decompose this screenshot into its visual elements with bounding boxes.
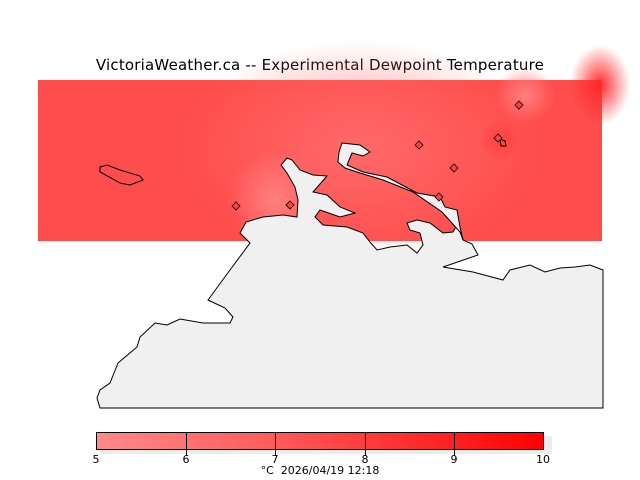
- colorbar: [96, 432, 544, 456]
- colorbar-tick-label: 8: [361, 453, 369, 466]
- colorbar-tick-label: 6: [182, 453, 190, 466]
- station-marker: [231, 201, 241, 211]
- colorbar-tick-label: 10: [536, 453, 550, 466]
- station-marker: [414, 140, 424, 150]
- colorbar-tick-label: 7: [271, 453, 279, 466]
- station-marker: [434, 192, 444, 202]
- colorbar-tick: [365, 433, 366, 456]
- unit-label: °C: [260, 464, 274, 477]
- colorbar-tick-label: 9: [450, 453, 458, 466]
- colorbar-tick: [454, 433, 455, 456]
- station-marker: [449, 163, 459, 173]
- colorbar-caption: °C 2026/04/19 12:18: [0, 464, 640, 477]
- colorbar-tick-label: 5: [92, 453, 100, 466]
- station-markers: [231, 100, 524, 211]
- station-marker: [285, 200, 295, 210]
- station-marker: [493, 133, 503, 143]
- timestamp: 2026/04/19 12:18: [280, 464, 380, 477]
- small-island: [499, 138, 507, 147]
- colorbar-tick: [186, 433, 187, 456]
- lake-outline: [99, 164, 144, 186]
- colorbar-tick: [275, 433, 276, 456]
- station-marker: [514, 100, 524, 110]
- mainland-coast: [96, 157, 604, 409]
- saanich-peninsula: [337, 142, 464, 241]
